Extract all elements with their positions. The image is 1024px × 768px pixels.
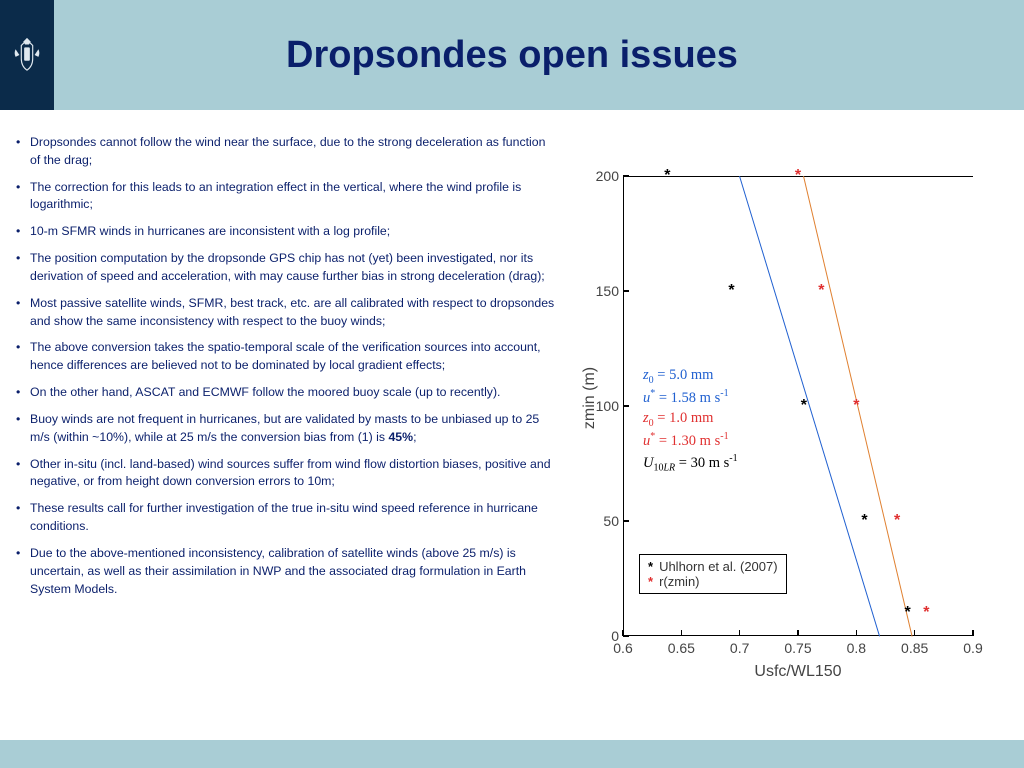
x-tick-label: 0.75 <box>784 640 811 656</box>
x-tick-label: 0.6 <box>613 640 632 656</box>
x-tick-label: 0.65 <box>668 640 695 656</box>
bullet-item: 10-m SFMR winds in hurricanes are incons… <box>12 223 555 241</box>
bullet-item: Due to the above-mentioned inconsistency… <box>12 545 555 598</box>
chart-area: zmin (m) Usfc/WL150 0501001502000.60.650… <box>555 134 1014 716</box>
y-tick-label: 100 <box>585 398 619 414</box>
marker-uhlhorn: * <box>728 283 734 299</box>
y-tick-label: 50 <box>585 513 619 529</box>
x-tick-mark <box>681 630 683 636</box>
bullet-item: The correction for this leads to an inte… <box>12 179 555 215</box>
annotation-line: u* = 1.58 m s-1 <box>643 387 738 408</box>
legend: *Uhlhorn et al. (2007)*r(zmin) <box>639 554 787 594</box>
bullet-item: Dropsondes cannot follow the wind near t… <box>12 134 555 170</box>
chart: zmin (m) Usfc/WL150 0501001502000.60.650… <box>555 168 985 698</box>
x-tick-mark <box>914 630 916 636</box>
marker-uhlhorn: * <box>801 398 807 414</box>
crest-icon <box>8 36 46 74</box>
slide-title: Dropsondes open issues <box>54 34 1024 77</box>
marker-uhlhorn: * <box>905 605 911 621</box>
annotation-line: U10LR = 30 m s-1 <box>643 452 738 475</box>
marker-rzmin: * <box>923 605 929 621</box>
x-tick-label: 0.9 <box>963 640 982 656</box>
marker-rzmin: * <box>894 513 900 529</box>
bullet-item: Most passive satellite winds, SFMR, best… <box>12 295 555 331</box>
x-tick-label: 0.7 <box>730 640 749 656</box>
annotation-line: u* = 1.30 m s-1 <box>643 430 738 451</box>
y-tick-mark <box>623 290 629 292</box>
bullet-item: Buoy winds are not frequent in hurricane… <box>12 411 555 447</box>
marker-uhlhorn: * <box>664 168 670 184</box>
x-tick-mark <box>972 630 974 636</box>
legend-item: *Uhlhorn et al. (2007) <box>648 559 778 574</box>
header: Dropsondes open issues <box>0 0 1024 110</box>
y-tick-label: 200 <box>585 168 619 184</box>
x-tick-mark <box>622 630 624 636</box>
bullet-item: These results call for further investiga… <box>12 500 555 536</box>
y-tick-mark <box>623 175 629 177</box>
footer-band <box>0 740 1024 768</box>
y-tick-mark <box>623 520 629 522</box>
x-axis-label: Usfc/WL150 <box>623 663 973 681</box>
y-tick-label: 150 <box>585 283 619 299</box>
bullet-item: The above conversion takes the spatio-te… <box>12 339 555 375</box>
marker-rzmin: * <box>853 398 859 414</box>
x-tick-label: 0.85 <box>901 640 928 656</box>
content: Dropsondes cannot follow the wind near t… <box>0 110 1024 716</box>
x-tick-label: 0.8 <box>847 640 866 656</box>
x-tick-mark <box>856 630 858 636</box>
marker-rzmin: * <box>795 168 801 184</box>
parameter-annotations: z0 = 5.0 mmu* = 1.58 m s-1z0 = 1.0 mmu* … <box>643 366 738 475</box>
x-tick-mark <box>739 630 741 636</box>
annotation-line: z0 = 1.0 mm <box>643 409 738 430</box>
x-tick-mark <box>797 630 799 636</box>
bullet-item: The position computation by the dropsond… <box>12 250 555 286</box>
marker-rzmin: * <box>818 283 824 299</box>
bullet-item: Other in-situ (incl. land-based) wind so… <box>12 456 555 492</box>
y-tick-mark <box>623 635 629 637</box>
logo-band <box>0 0 54 110</box>
legend-item: *r(zmin) <box>648 574 778 589</box>
y-tick-mark <box>623 405 629 407</box>
bullet-list: Dropsondes cannot follow the wind near t… <box>0 134 555 716</box>
bullet-item: On the other hand, ASCAT and ECMWF follo… <box>12 384 555 402</box>
annotation-line: z0 = 5.0 mm <box>643 366 738 387</box>
marker-uhlhorn: * <box>861 513 867 529</box>
